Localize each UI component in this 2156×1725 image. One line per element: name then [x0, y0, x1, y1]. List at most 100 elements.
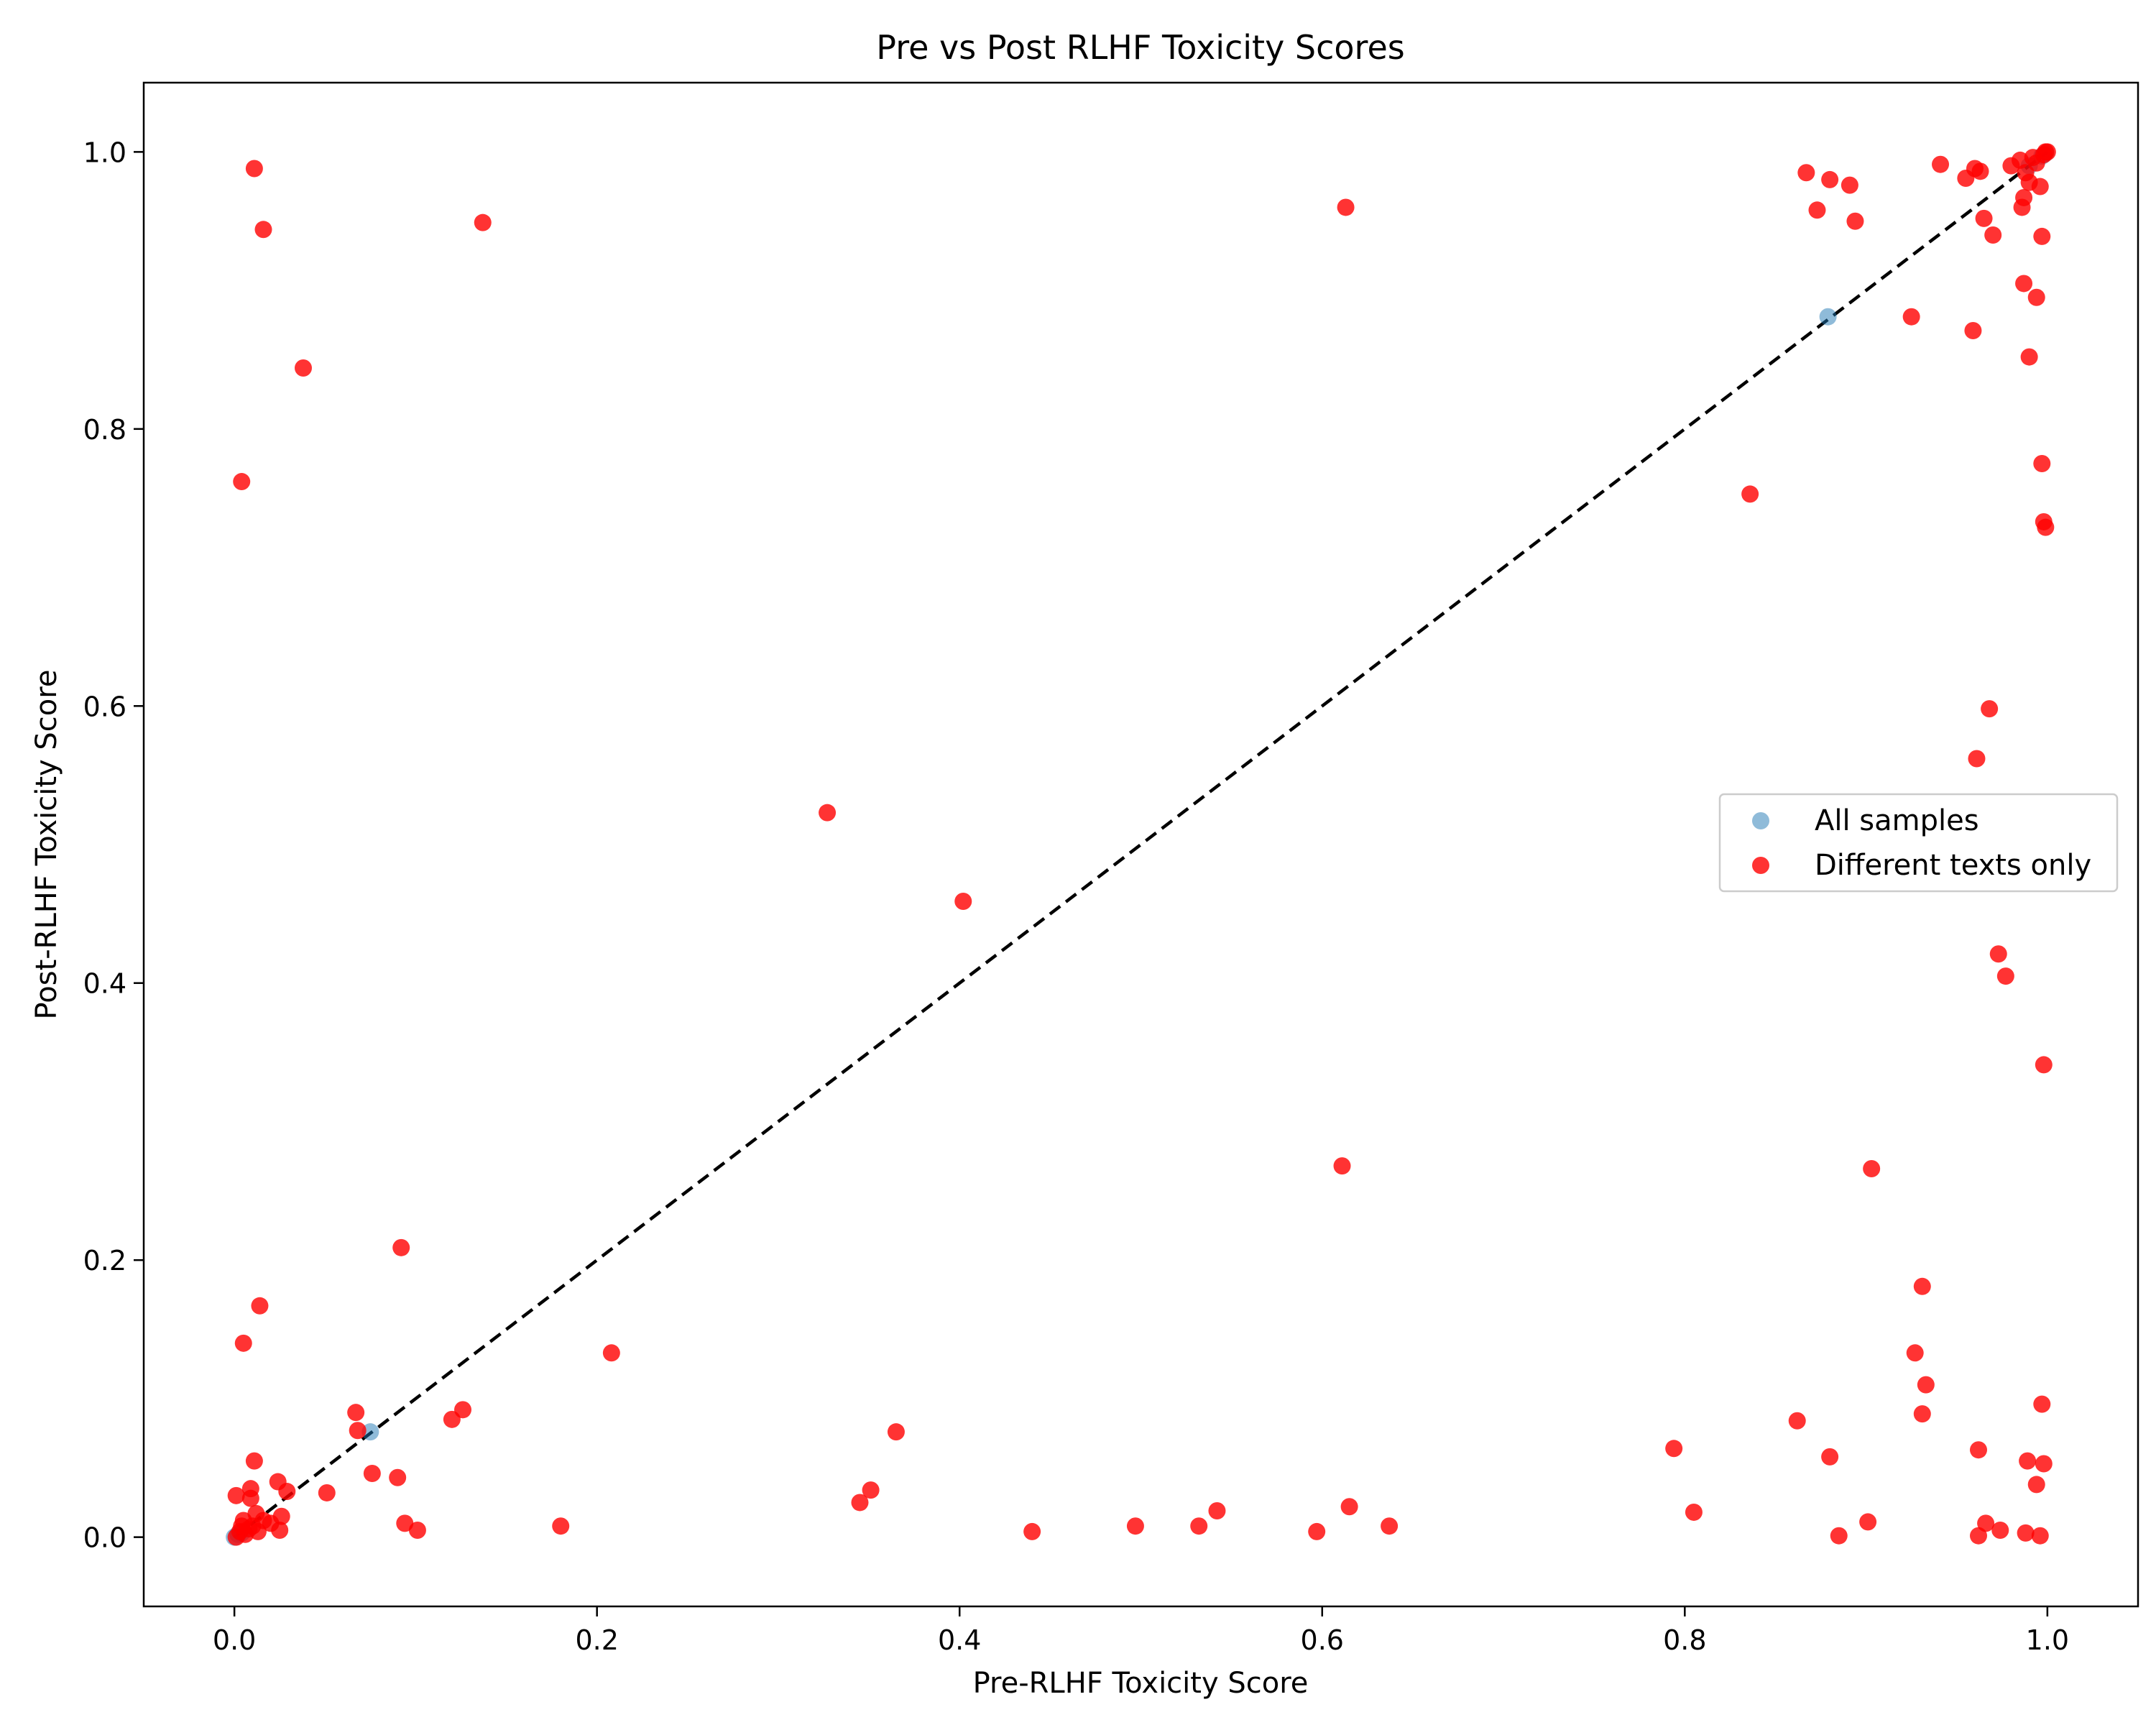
point-different-texts: [2033, 1395, 2051, 1413]
legend-box: [1718, 793, 2119, 893]
point-different-texts: [1996, 967, 2014, 985]
point-different-texts: [2038, 143, 2056, 161]
point-different-texts: [1971, 162, 1989, 180]
point-different-texts: [241, 1489, 259, 1507]
y-tick-label: 0.0: [83, 1522, 126, 1554]
point-different-texts: [389, 1468, 407, 1486]
point-different-texts: [1741, 485, 1759, 503]
point-different-texts: [347, 1404, 365, 1422]
point-different-texts: [349, 1422, 367, 1440]
point-different-texts: [1968, 750, 1986, 768]
point-different-texts: [1685, 1503, 1703, 1521]
point-different-texts: [2027, 1476, 2045, 1494]
point-different-texts: [2031, 1527, 2049, 1545]
y-axis-label: Post-RLHF Toxicity Score: [30, 670, 63, 1020]
point-all-samples: [1819, 308, 1837, 326]
point-different-texts: [1788, 1412, 1806, 1430]
point-different-texts: [1932, 155, 1950, 173]
point-different-texts: [233, 473, 251, 491]
point-different-texts: [2020, 348, 2038, 366]
point-different-texts: [602, 1344, 620, 1362]
point-different-texts: [1970, 1441, 1987, 1459]
point-different-texts: [443, 1410, 461, 1428]
point-different-texts: [1964, 321, 1982, 339]
point-different-texts: [396, 1514, 414, 1532]
point-different-texts: [819, 804, 837, 822]
point-different-texts: [1913, 1405, 1931, 1423]
point-different-texts: [1208, 1502, 1226, 1520]
point-different-texts: [251, 1297, 269, 1315]
y-tick-label: 0.8: [83, 414, 126, 446]
point-different-texts: [1797, 164, 1815, 182]
point-different-texts: [1190, 1517, 1208, 1535]
y-tick-label: 0.4: [83, 968, 126, 1000]
point-different-texts: [318, 1484, 336, 1501]
point-different-texts: [1981, 700, 1999, 718]
data-points: [226, 143, 2056, 1546]
point-different-texts: [227, 1486, 245, 1504]
x-tick-label: 0.4: [938, 1624, 981, 1656]
point-different-texts: [1991, 1522, 2009, 1539]
point-different-texts: [2037, 518, 2055, 536]
point-different-texts: [1381, 1517, 1399, 1535]
point-different-texts: [234, 1334, 252, 1352]
point-different-texts: [1665, 1440, 1683, 1458]
legend-label-different-texts: Different texts only: [1815, 849, 2091, 882]
point-different-texts: [1859, 1513, 1877, 1531]
legend-marker-different-texts: [1752, 857, 1769, 874]
plot-area: 0.0 0.2 0.4 0.6 0.8 1.0 0.0 0.2 0.4 0.6 0.8 1.0: [83, 81, 2139, 1656]
point-different-texts: [887, 1423, 905, 1441]
point-different-texts: [1913, 1277, 1931, 1295]
point-different-texts: [1989, 945, 2007, 963]
point-different-texts: [2015, 275, 2033, 293]
point-different-texts: [1841, 176, 1858, 194]
x-axis-label: Pre-RLHF Toxicity Score: [973, 1667, 1309, 1700]
point-different-texts: [474, 213, 492, 231]
x-tick-label: 1.0: [2026, 1624, 2069, 1656]
point-different-texts: [1126, 1517, 1144, 1535]
y-tick-label: 0.2: [83, 1245, 126, 1276]
point-different-texts: [2017, 1524, 2035, 1542]
point-different-texts: [278, 1483, 296, 1501]
point-different-texts: [1333, 1157, 1351, 1175]
point-different-texts: [245, 1452, 263, 1470]
legend-marker-all-samples: [1752, 812, 1769, 829]
point-different-texts: [363, 1464, 381, 1482]
point-different-texts: [392, 1238, 410, 1256]
point-all-samples: [361, 1423, 379, 1441]
chart-title: Pre vs Post RLHF Toxicity Scores: [876, 28, 1404, 67]
point-different-texts: [2035, 1455, 2053, 1473]
y-tick-label: 0.6: [83, 691, 126, 722]
point-different-texts: [2033, 455, 2051, 472]
point-different-texts: [245, 160, 263, 178]
point-different-texts: [1308, 1522, 1326, 1540]
point-different-texts: [2027, 288, 2045, 306]
point-different-texts: [1023, 1522, 1041, 1540]
point-different-texts: [1975, 209, 1993, 227]
point-different-texts: [1906, 1344, 1924, 1362]
point-different-texts: [2035, 1056, 2053, 1074]
point-different-texts: [1821, 1448, 1839, 1466]
point-different-texts: [2019, 1452, 2037, 1470]
x-tick-label: 0.6: [1301, 1624, 1344, 1656]
point-different-texts: [862, 1481, 880, 1499]
x-tick-label: 0.8: [1663, 1624, 1706, 1656]
point-different-texts: [295, 359, 312, 377]
point-different-texts: [271, 1522, 289, 1539]
point-different-texts: [1902, 308, 1920, 326]
point-different-texts: [233, 1517, 251, 1535]
point-different-texts: [851, 1494, 869, 1512]
point-different-texts: [1808, 201, 1826, 219]
point-different-texts: [1863, 1159, 1881, 1177]
point-different-texts: [552, 1517, 570, 1535]
plot-frame: [142, 81, 2139, 1608]
point-different-texts: [254, 221, 272, 239]
y-axis: 0.0 0.2 0.4 0.6 0.8 1.0: [83, 137, 144, 1554]
point-different-texts: [1337, 198, 1355, 216]
point-different-texts: [1970, 1527, 1987, 1545]
point-different-texts: [1977, 1514, 1995, 1532]
identity-reference-line: [233, 150, 2049, 1539]
point-different-texts: [2033, 227, 2051, 245]
point-different-texts: [1984, 226, 2002, 244]
point-different-texts: [1821, 170, 1839, 188]
